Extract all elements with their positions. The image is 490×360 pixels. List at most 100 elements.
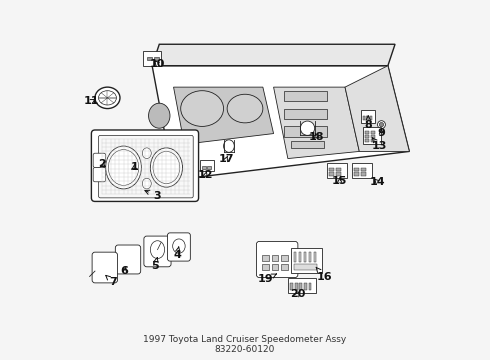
Text: 17: 17 bbox=[219, 154, 234, 163]
Bar bbox=[200, 159, 214, 171]
Bar bbox=[281, 264, 288, 270]
FancyBboxPatch shape bbox=[256, 242, 298, 278]
Ellipse shape bbox=[223, 140, 234, 152]
Bar bbox=[337, 172, 341, 176]
Text: 8: 8 bbox=[365, 116, 372, 130]
Bar bbox=[284, 109, 327, 119]
FancyBboxPatch shape bbox=[144, 236, 171, 267]
Text: 12: 12 bbox=[198, 170, 214, 180]
Bar bbox=[272, 255, 278, 261]
Text: 14: 14 bbox=[369, 177, 385, 187]
Bar bbox=[363, 116, 365, 120]
Bar bbox=[354, 172, 359, 176]
FancyBboxPatch shape bbox=[168, 233, 190, 261]
Bar bbox=[304, 252, 306, 262]
Bar bbox=[288, 278, 317, 293]
Bar bbox=[371, 131, 375, 134]
Bar bbox=[202, 166, 206, 169]
Bar bbox=[284, 126, 327, 137]
Text: 16: 16 bbox=[316, 267, 332, 282]
Bar bbox=[314, 252, 317, 262]
Polygon shape bbox=[152, 44, 395, 66]
Ellipse shape bbox=[142, 148, 151, 158]
Bar bbox=[304, 283, 307, 291]
Text: 6: 6 bbox=[121, 266, 128, 276]
Text: 3: 3 bbox=[145, 190, 161, 201]
Text: 5: 5 bbox=[151, 258, 159, 271]
Text: 1997 Toyota Land Cruiser Speedometer Assy
83220-60120: 1997 Toyota Land Cruiser Speedometer Ass… bbox=[144, 335, 346, 354]
Ellipse shape bbox=[227, 94, 263, 123]
Bar bbox=[369, 116, 372, 120]
Bar bbox=[154, 57, 159, 60]
Bar bbox=[298, 252, 301, 262]
Text: 2: 2 bbox=[98, 159, 106, 169]
FancyBboxPatch shape bbox=[115, 245, 141, 274]
Bar bbox=[352, 163, 372, 178]
Bar bbox=[294, 264, 317, 270]
Bar bbox=[262, 264, 269, 270]
Bar bbox=[365, 135, 368, 138]
Bar bbox=[337, 168, 341, 171]
Text: 18: 18 bbox=[309, 132, 324, 142]
Bar bbox=[363, 127, 381, 144]
Ellipse shape bbox=[150, 241, 165, 258]
Text: 15: 15 bbox=[332, 176, 347, 186]
Bar bbox=[309, 283, 312, 291]
Ellipse shape bbox=[379, 122, 384, 127]
Bar bbox=[272, 264, 278, 270]
Text: 20: 20 bbox=[290, 289, 306, 299]
Bar bbox=[294, 252, 296, 262]
Bar bbox=[327, 163, 347, 178]
Bar bbox=[361, 111, 375, 123]
Ellipse shape bbox=[150, 148, 182, 187]
FancyBboxPatch shape bbox=[92, 252, 118, 283]
Ellipse shape bbox=[142, 178, 151, 189]
Polygon shape bbox=[152, 66, 409, 180]
Text: 7: 7 bbox=[106, 275, 117, 287]
Text: 19: 19 bbox=[258, 274, 276, 284]
Bar bbox=[371, 139, 375, 142]
Ellipse shape bbox=[377, 121, 386, 129]
Ellipse shape bbox=[148, 103, 170, 128]
FancyBboxPatch shape bbox=[93, 167, 106, 182]
Text: 1: 1 bbox=[130, 162, 138, 172]
Bar bbox=[281, 255, 288, 261]
Text: 4: 4 bbox=[173, 247, 181, 260]
Ellipse shape bbox=[95, 87, 120, 109]
Bar bbox=[207, 166, 211, 169]
Bar bbox=[147, 57, 152, 60]
Text: 13: 13 bbox=[371, 138, 387, 151]
Bar bbox=[371, 135, 375, 138]
Text: 11: 11 bbox=[84, 96, 99, 107]
Bar bbox=[290, 283, 293, 291]
Bar bbox=[366, 116, 368, 120]
FancyBboxPatch shape bbox=[93, 153, 106, 167]
Bar bbox=[362, 168, 366, 171]
Text: 9: 9 bbox=[377, 128, 386, 138]
Bar bbox=[354, 168, 359, 171]
Bar bbox=[329, 168, 334, 171]
Bar bbox=[292, 141, 323, 148]
Bar bbox=[143, 51, 161, 66]
Ellipse shape bbox=[300, 121, 315, 135]
FancyBboxPatch shape bbox=[92, 130, 198, 202]
Bar bbox=[365, 139, 368, 142]
Bar bbox=[299, 283, 302, 291]
Text: 10: 10 bbox=[150, 59, 165, 69]
Ellipse shape bbox=[181, 91, 223, 126]
Bar bbox=[362, 172, 366, 176]
Ellipse shape bbox=[153, 152, 180, 184]
Ellipse shape bbox=[106, 146, 142, 189]
Polygon shape bbox=[345, 66, 409, 152]
Polygon shape bbox=[273, 87, 359, 158]
Bar bbox=[292, 248, 322, 273]
Ellipse shape bbox=[98, 91, 117, 105]
Ellipse shape bbox=[172, 239, 185, 253]
Bar bbox=[294, 283, 297, 291]
Bar bbox=[309, 252, 312, 262]
Bar bbox=[365, 131, 368, 134]
Bar bbox=[262, 255, 269, 261]
Ellipse shape bbox=[108, 150, 139, 185]
Bar bbox=[284, 91, 327, 102]
Bar bbox=[329, 172, 334, 176]
